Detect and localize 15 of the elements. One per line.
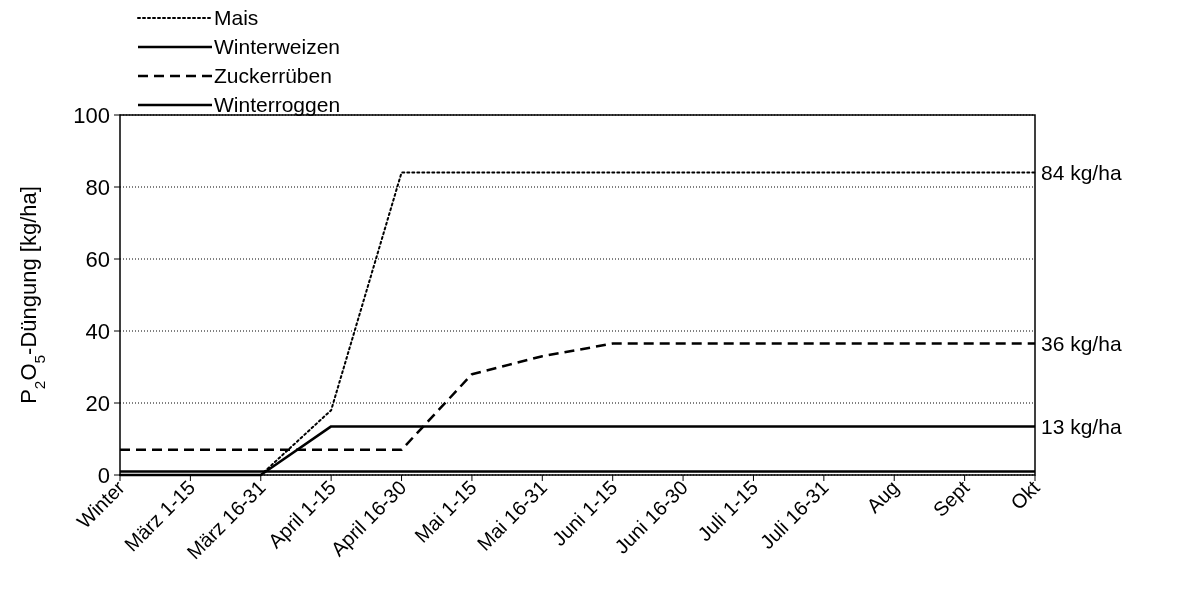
annotation: 13 kg/ha bbox=[1041, 414, 1122, 438]
x-tick-label: Aug bbox=[862, 476, 904, 517]
x-tick-label: Okt bbox=[1006, 475, 1045, 514]
y-tick-label: 0 bbox=[97, 462, 110, 488]
annotation: 84 kg/ha bbox=[1041, 160, 1122, 184]
legend-label: Zuckerrüben bbox=[214, 64, 332, 88]
y-tick-label: 100 bbox=[73, 102, 110, 128]
y-tick-label: 20 bbox=[85, 390, 110, 416]
y-tick-label: 60 bbox=[85, 246, 110, 272]
y-tick-label: 80 bbox=[85, 174, 110, 200]
annotation: 36 kg/ha bbox=[1041, 331, 1122, 355]
legend-label: Winterroggen bbox=[214, 93, 341, 117]
y-tick-label: 40 bbox=[85, 318, 110, 344]
legend-label: Mais bbox=[214, 6, 259, 30]
legend-label: Winterweizen bbox=[214, 35, 341, 59]
